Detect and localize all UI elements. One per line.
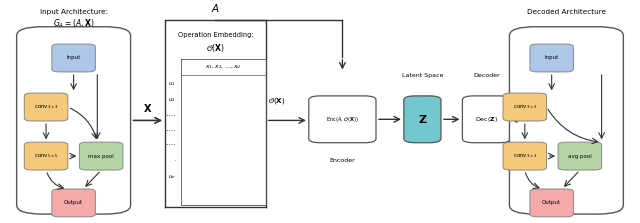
FancyBboxPatch shape [530,44,573,72]
Text: $\mathrm{Dec}(\mathbf{Z})$: $\mathrm{Dec}(\mathbf{Z})$ [475,115,498,124]
Text: Output: Output [64,200,83,205]
FancyBboxPatch shape [404,96,441,143]
Text: $\mathcal{O}(\mathbf{X})$: $\mathcal{O}(\mathbf{X})$ [206,42,225,54]
FancyBboxPatch shape [24,142,68,170]
Text: $\mathrm{conv}_{5\times 5}$: $\mathrm{conv}_{5\times 5}$ [34,152,58,160]
Text: Decoded Architecture: Decoded Architecture [527,9,606,15]
Text: $\mathrm{conv}_{3\times 3}$: $\mathrm{conv}_{3\times 3}$ [34,103,58,111]
Text: Encoder: Encoder [330,158,355,163]
FancyBboxPatch shape [503,93,547,121]
FancyBboxPatch shape [17,27,131,214]
Text: $G_A = (A, \mathbf{X})$: $G_A = (A, \mathbf{X})$ [53,17,94,30]
FancyBboxPatch shape [52,189,95,217]
Text: ......: ...... [166,112,176,117]
FancyBboxPatch shape [309,96,376,143]
Text: $u_1$: $u_1$ [168,80,176,88]
Text: avg pool: avg pool [568,154,592,159]
Text: Operation Embedding:: Operation Embedding: [177,32,253,37]
Text: max pool: max pool [88,154,114,159]
FancyBboxPatch shape [52,44,95,72]
Text: ......: ...... [166,127,176,132]
Text: Input: Input [67,56,81,60]
FancyBboxPatch shape [558,142,602,170]
Text: Input: Input [545,56,559,60]
Text: Input Architecture:: Input Architecture: [40,9,108,15]
Text: $u_2$: $u_2$ [168,96,176,104]
Text: $\mathbf{X}$: $\mathbf{X}$ [143,102,152,114]
FancyBboxPatch shape [24,93,68,121]
FancyBboxPatch shape [509,27,623,214]
Text: $u_n$: $u_n$ [168,173,176,181]
FancyBboxPatch shape [463,96,511,143]
Text: $\mathrm{conv}_{3\times 3}$: $\mathrm{conv}_{3\times 3}$ [513,152,537,160]
Text: .: . [174,157,176,162]
Text: $A$: $A$ [211,2,220,14]
Text: Decoder: Decoder [473,73,500,78]
Text: $\mathrm{conv}_{3\times 3}$: $\mathrm{conv}_{3\times 3}$ [513,103,537,111]
Text: $\mathbf{Z}$: $\mathbf{Z}$ [417,113,428,125]
Text: ......: ...... [166,141,176,146]
Text: $x_1, x_2, \ldots, x_d$: $x_1, x_2, \ldots, x_d$ [205,64,241,71]
FancyBboxPatch shape [530,189,573,217]
Text: $\mathcal{O}(\mathbf{X})$: $\mathcal{O}(\mathbf{X})$ [268,97,286,106]
Text: Output: Output [542,200,561,205]
Text: Latent Space: Latent Space [402,73,443,78]
Text: $\mathrm{Enc}(A, \mathcal{O}(\mathbf{X}))$: $\mathrm{Enc}(A, \mathcal{O}(\mathbf{X})… [326,115,359,124]
FancyBboxPatch shape [503,142,547,170]
FancyBboxPatch shape [79,142,123,170]
